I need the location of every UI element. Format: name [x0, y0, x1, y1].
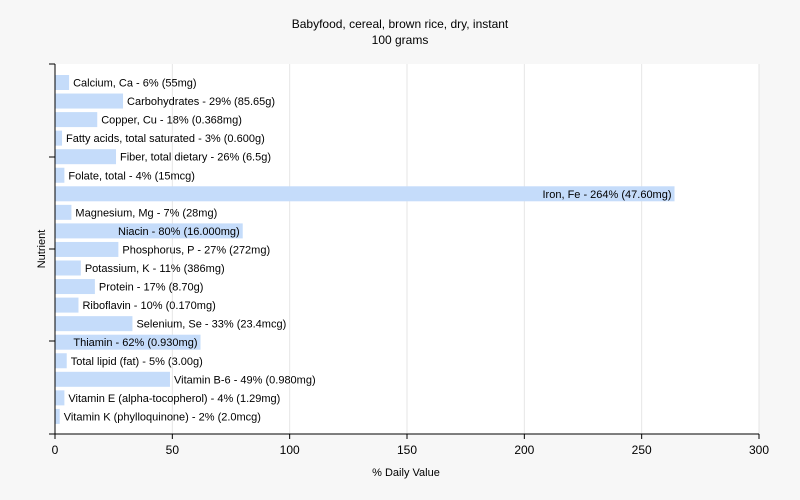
bar-label: Fatty acids, total saturated - 3% (0.600…: [66, 133, 265, 145]
bar-label: Magnesium, Mg - 7% (28mg): [75, 207, 217, 219]
x-tick-label: 200: [514, 443, 534, 457]
bars: Calcium, Ca - 6% (55mg) Carbohydrates - 2…: [55, 75, 675, 424]
bar: [55, 279, 95, 295]
bar: [55, 149, 117, 165]
bar-label: Selenium, Se - 33% (23.4mcg): [136, 319, 286, 331]
bar-label: Vitamin K (phylloquinone) - 2% (2.0mcg): [64, 411, 261, 423]
bar-label: Vitamin E (alpha-tocopherol) - 4% (1.29m…: [68, 393, 280, 405]
bar: [55, 371, 170, 387]
bar: [55, 223, 243, 239]
bar: [55, 297, 79, 313]
x-axis-label: % Daily Value: [372, 467, 440, 479]
bar-label: Calcium, Ca - 6% (55mg): [73, 78, 196, 90]
bar-label: Phosphorus, P - 27% (272mg): [122, 244, 270, 256]
chart-title: Babyfood, cereal, brown rice, dry, insta…: [292, 17, 509, 31]
bar-label: Carbohydrates - 29% (85.65g): [127, 96, 275, 108]
bar: [55, 260, 81, 276]
bar: [55, 167, 65, 183]
bar: [55, 93, 124, 109]
x-tick-label: 150: [397, 443, 417, 457]
bar: [55, 130, 63, 146]
bar-label: Vitamin B-6 - 49% (0.980mg): [174, 374, 316, 386]
bar-label: Total lipid (fat) - 5% (3.00g): [71, 356, 203, 368]
y-axis-label: Nutrient: [36, 230, 48, 269]
bar: [55, 316, 133, 332]
bar: [55, 75, 70, 90]
axes: 0 50 100 150 200 250 300: [49, 63, 769, 457]
grid-lines: [171, 64, 760, 434]
bar-label: Thiamin - 62% (0.930mg): [73, 337, 197, 349]
bar-label: Potassium, K - 11% (386mg): [85, 263, 225, 275]
bar-label: Fiber, total dietary - 26% (6.5g): [120, 152, 271, 164]
bar: [55, 334, 201, 350]
bar-label: Iron, Fe - 264% (47.60mg): [543, 189, 672, 201]
bar-label: Riboflavin - 10% (0.170mg): [82, 300, 215, 312]
bar-label: Protein - 17% (8.70g): [99, 282, 204, 294]
bar: [55, 112, 98, 128]
x-tick-label: 0: [52, 443, 59, 457]
bar-label: Copper, Cu - 18% (0.368mg): [101, 115, 242, 127]
bar: [55, 186, 675, 202]
bar: [55, 241, 119, 257]
bar: [55, 353, 67, 369]
x-tick-label: 50: [166, 443, 180, 457]
chart-subtitle: 100 grams: [372, 33, 429, 47]
x-tick-label: 250: [632, 443, 652, 457]
bar: [55, 408, 60, 424]
bar: [55, 390, 65, 406]
bar-label: Folate, total - 4% (15mcg): [68, 170, 195, 182]
x-tick-label: 100: [280, 443, 300, 457]
bar: [55, 204, 72, 220]
bar-label: Niacin - 80% (16.000mg): [118, 226, 240, 238]
x-tick-label: 300: [749, 443, 769, 457]
